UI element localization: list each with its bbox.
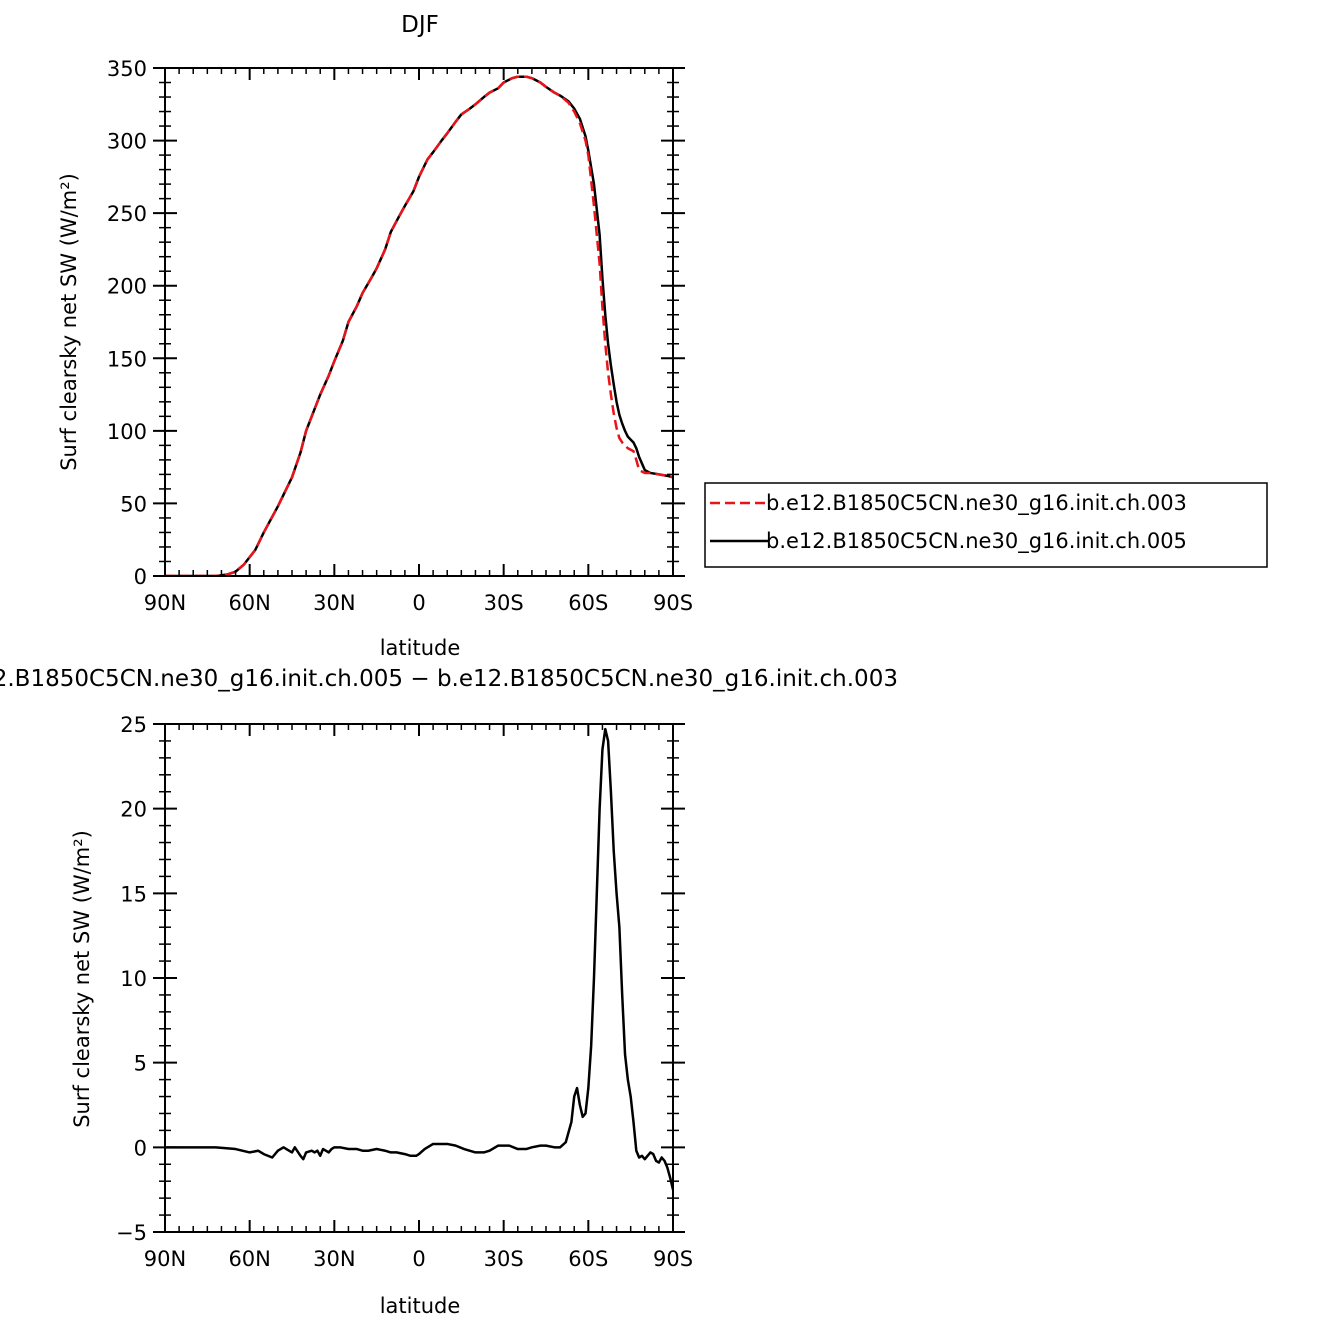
x-tick-label: 90S [653,1247,693,1271]
top-chart-series [165,75,673,576]
legend-label-003: b.e12.B1850C5CN.ne30_g16.init.ch.003 [766,491,1187,516]
bottom-chart-xlabel: latitude [380,1294,461,1318]
y-tick-label: 20 [120,798,147,822]
bottom-chart: b.e12.B1850C5CN.ne30_g16.init.ch.005 − b… [0,666,898,1318]
y-tick-label: 50 [120,492,147,516]
x-tick-label: 60S [568,591,608,615]
y-tick-label: 200 [107,275,147,299]
x-tick-label: 0 [412,1247,425,1271]
bottom-chart-ylabel: Surf clearsky net SW (W/m²) [70,830,94,1128]
y-tick-label: 0 [134,1136,147,1160]
x-tick-label: 90N [144,1247,186,1271]
legend: b.e12.B1850C5CN.ne30_g16.init.ch.003 b.e… [704,482,1268,568]
x-tick-label: 30N [313,1247,355,1271]
legend-box [704,482,1268,568]
legend-label-005: b.e12.B1850C5CN.ne30_g16.init.ch.005 [766,529,1187,554]
series-line-003 [165,75,673,576]
bottom-chart-frame [164,723,674,1233]
x-tick-label: 90S [653,591,693,615]
x-tick-label: 60S [568,1247,608,1271]
y-tick-label: 350 [107,57,147,81]
y-tick-label: −5 [116,1221,147,1245]
top-chart-ylabel: Surf clearsky net SW (W/m²) [57,173,81,471]
top-chart: DJF 90N 60N 30N 0 30S 60S 90S 0 50 100 150 200 250 30… [57,12,693,660]
y-tick-label: 100 [107,420,147,444]
y-tick-label: 10 [120,967,147,991]
bottom-chart-series [165,727,673,1190]
y-tick-label: 300 [107,130,147,154]
x-tick-label: 30S [484,1247,524,1271]
x-tick-label: 30S [484,591,524,615]
x-tick-label: 60N [228,591,270,615]
series-line-005 [165,75,673,576]
x-tick-label: 0 [412,591,425,615]
top-chart-xlabel: latitude [380,636,461,660]
y-tick-label: 5 [134,1052,147,1076]
x-tick-label: 30N [313,591,355,615]
y-tick-label: 0 [134,565,147,589]
top-chart-frame [164,67,674,577]
y-tick-label: 150 [107,347,147,371]
y-tick-label: 15 [120,882,147,906]
bottom-chart-title: b.e12.B1850C5CN.ne30_g16.init.ch.005 − b… [0,666,898,692]
top-chart-title: DJF [401,12,439,38]
series-line-diff [165,727,673,1190]
x-tick-label: 90N [144,591,186,615]
x-tick-label: 60N [228,1247,270,1271]
y-tick-label: 25 [120,713,147,737]
y-tick-label: 250 [107,202,147,226]
